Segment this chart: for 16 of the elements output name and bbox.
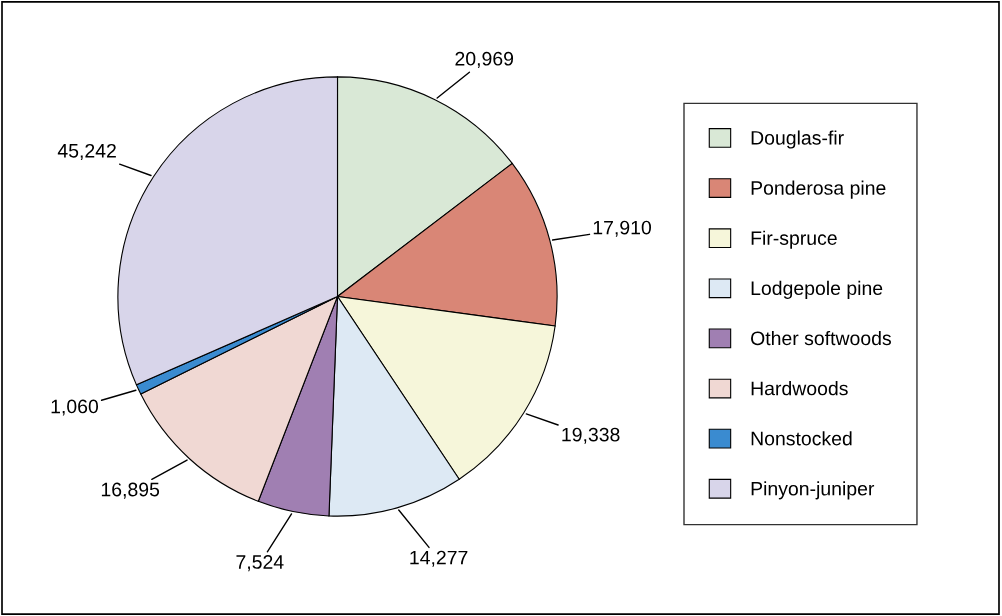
data-label: 19,338: [562, 427, 620, 444]
data-label: 1,060: [51, 399, 99, 416]
data-label: 45,242: [57, 143, 116, 160]
legend-label: Hardwoods: [751, 381, 848, 396]
legend-label: Douglas-fir: [751, 130, 844, 149]
legend-label: Nonstocked: [751, 431, 852, 446]
legend-label: Other softwoods: [751, 330, 891, 346]
data-label: 14,277: [410, 550, 468, 567]
legend-label: Lodgepole pine: [751, 280, 883, 299]
legend-label: Pinyon-juniper: [751, 481, 875, 500]
data-label: 7,524: [236, 555, 284, 572]
data-label: 17,910: [593, 220, 652, 237]
data-label: 20,969: [455, 51, 514, 68]
legend-label: Fir-spruce: [751, 230, 837, 249]
legend-label: Ponderosa pine: [751, 180, 886, 199]
data-label: 16,895: [101, 482, 160, 499]
